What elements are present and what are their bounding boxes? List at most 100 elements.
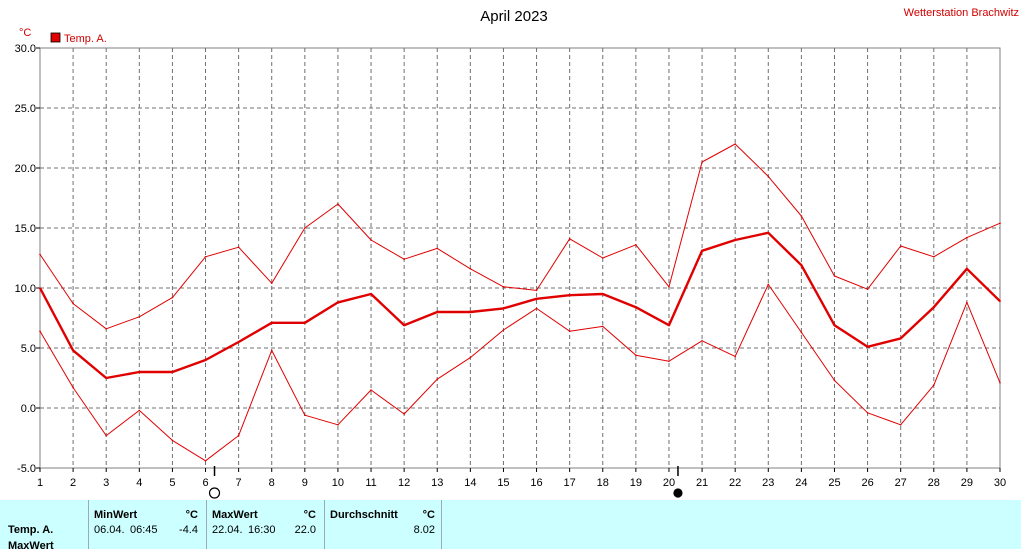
data-point-mean [237,341,240,343]
data-point-max [502,286,505,288]
x-tick-label: 8 [269,477,275,489]
data-point-max [668,286,670,288]
y-tick-label: 20.0 [15,163,36,175]
data-point-max [899,245,902,247]
y-tick-label: 25.0 [15,103,36,115]
x-tick-label: 28 [928,477,940,489]
data-point-mean [966,268,968,270]
data-point-min [304,414,306,417]
series-line-min [39,283,1001,462]
data-point-max [72,302,74,305]
grid [40,48,1000,468]
x-tick-label: 12 [398,477,410,489]
data-point-mean [39,287,41,289]
data-point-mean [204,359,207,361]
y-axis-ticks: 30.0 25.0 20.0 15.0 10.0 5.0 0.0 -5.0 [15,43,40,475]
data-point-max [866,288,869,291]
series-lines [38,143,1001,462]
avg-unit: °C [422,509,435,521]
avg-header: Durchschnitt [330,509,398,521]
summary-row-label-2: MaxWert [8,540,54,549]
data-point-mean [403,324,405,327]
data-point-max [39,253,41,256]
data-point-max [535,289,538,292]
data-point-mean [833,324,836,327]
data-point-min [337,424,339,426]
x-axis-ticks: 1 2 3 4 5 6 7 8 9 10 11 12 13 14 15 16 17 18 19 20 21 22 23 24 2… [37,468,1006,489]
data-point-max [800,215,803,217]
x-tick-label: 30 [994,477,1006,489]
data-point-min [701,340,703,342]
legend-label: Temp. A. [64,33,107,45]
summary-avg-cell: Durchschnitt °C 8.02 [325,500,442,549]
data-point-max [370,239,372,241]
data-point-min [72,386,74,389]
data-point-min [635,354,637,357]
data-point-mean [767,232,770,234]
data-point-mean [370,293,372,295]
data-point-mean [668,324,670,327]
data-point-min [469,356,472,359]
x-tick-label: 19 [630,477,642,489]
data-point-mean [932,306,935,309]
x-tick-label: 27 [895,477,907,489]
data-point-max [105,328,108,330]
data-point-min [932,384,935,387]
x-tick-label: 23 [762,477,774,489]
data-point-mean [72,349,74,352]
data-point-min [39,330,41,333]
data-point-mean [304,322,306,324]
data-point-max [138,316,141,318]
data-point-min [866,412,869,414]
y-tick-label: 15.0 [15,223,36,235]
x-tick-label: 7 [236,477,242,489]
min-unit: °C [185,509,198,521]
data-point-max [601,257,604,259]
data-point-mean [800,264,803,267]
y-tick-label: 0.0 [21,403,36,415]
data-point-max [171,296,174,299]
full-moon-icon [208,487,221,499]
data-point-min [138,409,141,412]
data-point-max [469,268,472,270]
max-value: 22.0 [294,524,316,536]
x-tick-label: 14 [464,477,476,489]
data-point-max [635,244,637,246]
data-point-mean [436,311,439,313]
data-point-max [833,275,836,277]
y-unit-label: °C [19,27,31,39]
max-header: MaxWert [212,509,258,521]
data-point-mean [999,300,1001,303]
data-point-mean [138,371,141,373]
data-point-min [668,360,670,363]
data-point-min [966,301,968,304]
data-point-max [436,247,439,250]
x-tick-label: 13 [431,477,443,489]
data-point-min [237,434,240,437]
data-point-min [204,460,207,462]
summary-row-label: Temp. A. [8,524,54,536]
data-point-mean [701,250,703,252]
y-tick-label: -5.0 [17,463,36,475]
x-tick-label: 15 [497,477,509,489]
data-point-max [304,227,306,229]
x-tick-label: 10 [332,477,344,489]
x-tick-label: 20 [663,477,675,489]
x-tick-label: 1 [37,477,43,489]
moon-markers [208,466,683,499]
y-tick-label: 10.0 [15,283,36,295]
min-time: 06:45 [130,524,158,536]
data-point-min [370,389,372,391]
data-point-max [966,236,968,239]
x-tick-label: 26 [861,477,873,489]
data-point-mean [866,346,869,348]
data-point-mean [734,239,736,241]
x-tick-label: 17 [564,477,576,489]
data-point-mean [270,322,273,324]
x-tick-label: 18 [597,477,609,489]
x-tick-label: 24 [795,477,807,489]
data-point-min [568,330,571,333]
max-time: 16:30 [248,524,276,536]
data-point-mean [105,377,108,379]
x-tick-label: 2 [70,477,76,489]
